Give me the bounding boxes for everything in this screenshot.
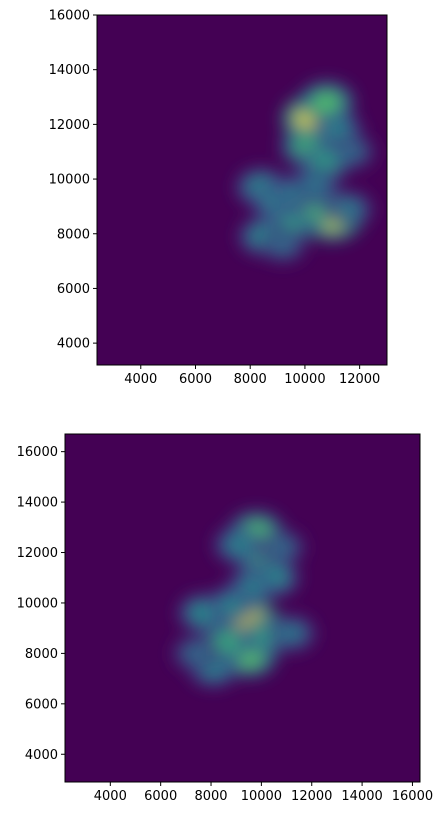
density-layer-bottom <box>173 511 315 688</box>
x-tick-label: 10000 <box>284 372 325 387</box>
density-hotspot-core <box>269 537 294 558</box>
heatmap-plot-top: 4000 6000 8000 10000 12000 4000 6000 8000 10000 1… <box>49 9 388 387</box>
density-hotspot-core <box>212 632 241 655</box>
x-tick-label: 10000 <box>241 789 282 804</box>
density-hotspot-core <box>278 623 305 644</box>
density-layer-top <box>236 81 375 263</box>
y-tick-label: 4000 <box>25 748 58 763</box>
density-hotspot-core <box>324 119 351 141</box>
density-hotspot-core <box>225 534 252 556</box>
density-hotspot-core <box>312 90 342 115</box>
y-tick-label: 14000 <box>49 63 90 78</box>
y-tick-label: 14000 <box>17 496 58 511</box>
x-tick-label: 12000 <box>291 789 332 804</box>
density-hotspot-core <box>303 174 329 195</box>
axes-frame-top <box>96 14 388 366</box>
y-tick-label: 8000 <box>25 647 58 662</box>
axes-frame-bottom <box>64 433 421 783</box>
x-tick-label: 4000 <box>124 372 157 387</box>
y-tick-label: 8000 <box>57 227 90 242</box>
x-tick-label: 8000 <box>234 372 267 387</box>
x-tick-label: 6000 <box>144 789 177 804</box>
y-tick-label: 10000 <box>49 173 90 188</box>
y-tick-label: 12000 <box>17 546 58 561</box>
density-hotspot-core <box>336 199 362 220</box>
x-tick-label: 4000 <box>94 789 127 804</box>
y-tick-label: 16000 <box>49 9 90 24</box>
y-tick-label: 6000 <box>25 697 58 712</box>
x-tick-label: 12000 <box>339 372 380 387</box>
density-hotspot-core <box>183 643 209 664</box>
y-tick-label: 10000 <box>17 596 58 611</box>
y-tick-label: 4000 <box>57 337 90 352</box>
density-hotspot-core <box>218 595 245 616</box>
x-tick-label: 16000 <box>392 789 433 804</box>
heatmap-plot-bottom: 4000 6000 8000 10000 12000 14000 16000 4000 6000… <box>17 433 433 804</box>
y-tick-label: 16000 <box>17 445 58 460</box>
density-hotspot-core <box>270 235 296 255</box>
x-tick-label: 14000 <box>341 789 382 804</box>
x-tick-label: 8000 <box>194 789 227 804</box>
y-tick-label: 6000 <box>57 282 90 297</box>
x-tick-label: 6000 <box>179 372 212 387</box>
y-tick-label: 12000 <box>49 118 90 133</box>
